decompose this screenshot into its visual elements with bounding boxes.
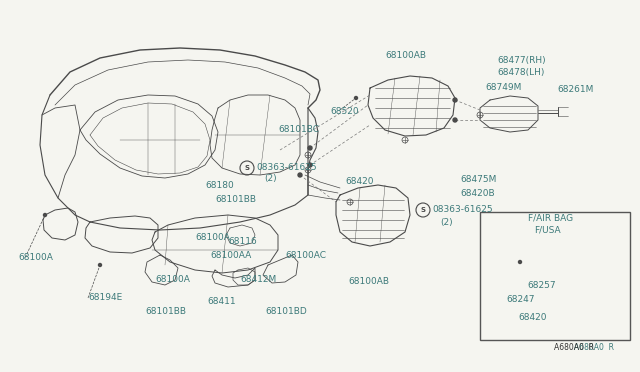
Text: 68100A: 68100A xyxy=(18,253,53,263)
Circle shape xyxy=(453,118,457,122)
Text: 68100AB: 68100AB xyxy=(348,278,389,286)
Text: F/AIR BAG: F/AIR BAG xyxy=(528,214,573,222)
Circle shape xyxy=(355,96,358,99)
Text: 68100AC: 68100AC xyxy=(285,250,326,260)
Text: 68101BB: 68101BB xyxy=(215,196,256,205)
Text: 68749M: 68749M xyxy=(485,83,522,93)
Text: S: S xyxy=(420,207,426,213)
Circle shape xyxy=(99,263,102,266)
Text: 68412M: 68412M xyxy=(240,276,276,285)
Text: 68411: 68411 xyxy=(207,298,236,307)
Text: 68101BB: 68101BB xyxy=(145,308,186,317)
Text: 68420B: 68420B xyxy=(460,189,495,198)
Text: 68261M: 68261M xyxy=(557,86,593,94)
Text: 68475M: 68475M xyxy=(460,176,497,185)
Text: 68100A: 68100A xyxy=(195,234,230,243)
Text: 68520: 68520 xyxy=(330,108,358,116)
Text: (2): (2) xyxy=(440,218,452,227)
Text: 68247: 68247 xyxy=(506,295,534,305)
Circle shape xyxy=(298,173,302,177)
Text: 08363-61625: 08363-61625 xyxy=(256,164,317,173)
Text: A680A0  R: A680A0 R xyxy=(554,343,594,353)
Text: 68420: 68420 xyxy=(345,177,374,186)
Text: 68180: 68180 xyxy=(205,180,234,189)
Text: 68100AB: 68100AB xyxy=(385,51,426,60)
Text: 68477(RH): 68477(RH) xyxy=(497,55,546,64)
Text: 68116: 68116 xyxy=(228,237,257,247)
Text: 68101BC: 68101BC xyxy=(278,125,319,135)
Text: 08363-61625: 08363-61625 xyxy=(432,205,493,215)
Text: 68100A: 68100A xyxy=(155,276,190,285)
Circle shape xyxy=(453,98,457,102)
Bar xyxy=(480,212,630,340)
Circle shape xyxy=(518,260,522,263)
Text: 68100AA: 68100AA xyxy=(210,250,252,260)
Text: F/USA: F/USA xyxy=(534,225,561,234)
Text: S: S xyxy=(244,165,250,171)
Circle shape xyxy=(308,146,312,150)
Text: 68194E: 68194E xyxy=(88,294,122,302)
Circle shape xyxy=(308,163,312,167)
Text: A680A0  R: A680A0 R xyxy=(574,343,614,353)
Text: 68101BD: 68101BD xyxy=(265,308,307,317)
Text: 68478(LH): 68478(LH) xyxy=(497,68,545,77)
Text: 68257: 68257 xyxy=(527,282,556,291)
Text: (2): (2) xyxy=(264,174,276,183)
Text: 68420: 68420 xyxy=(518,312,547,321)
Circle shape xyxy=(44,214,47,217)
